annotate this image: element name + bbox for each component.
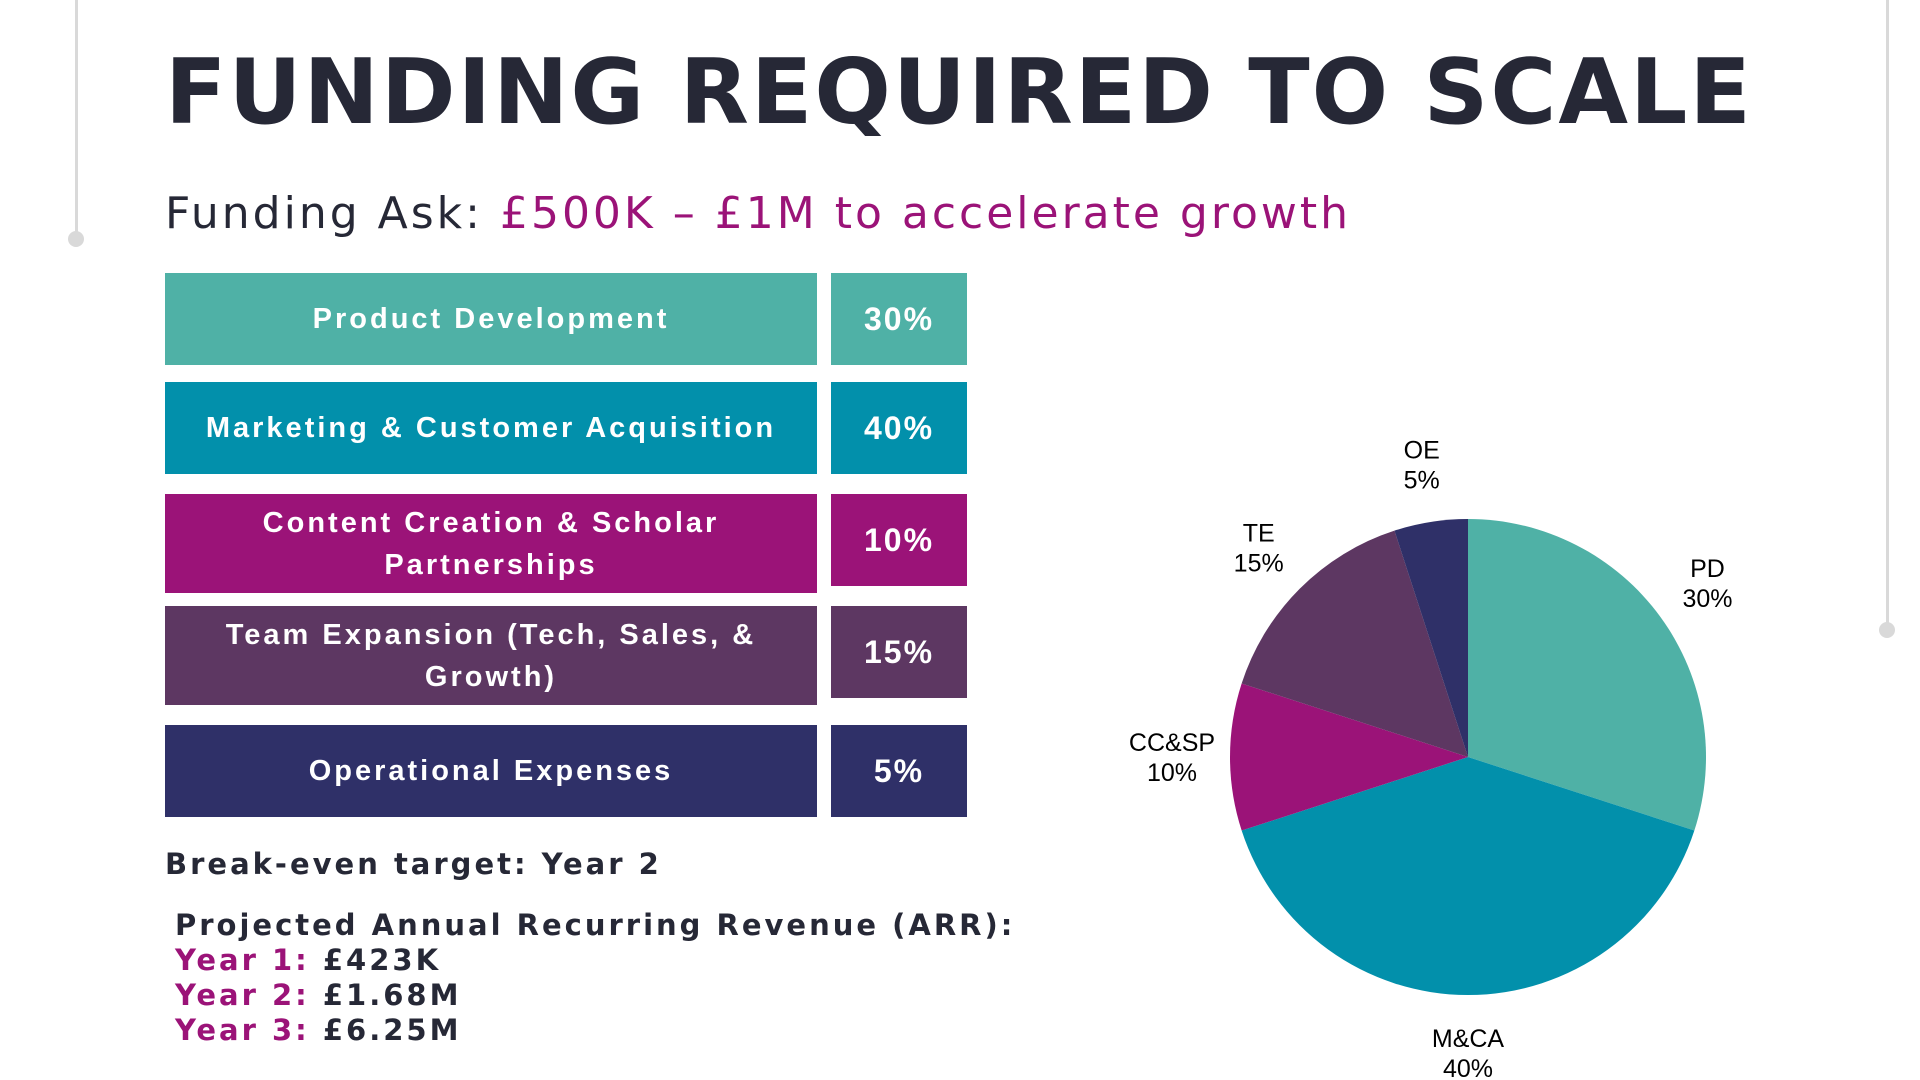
- pie-label: TE 15%: [1234, 520, 1284, 578]
- funding-ask-prefix: Funding Ask:: [165, 188, 500, 239]
- pie-category-label: TE: [1243, 520, 1275, 548]
- pie-slice-oe: [1394, 519, 1468, 757]
- pie-slice-pd: [1468, 519, 1706, 831]
- allocation-percent: 5%: [831, 725, 967, 817]
- arr-year-value: £423K: [322, 943, 442, 977]
- pie-value-label: 40%: [1443, 1055, 1493, 1080]
- funding-ask-amount: £500K – £1M to accelerate growth: [499, 188, 1352, 239]
- pie-slice-te: [1241, 530, 1468, 757]
- right-decorative-dot: [1879, 622, 1895, 638]
- left-decorative-dot: [68, 231, 84, 247]
- pie-label: OE 5%: [1404, 437, 1440, 495]
- funding-ask: Funding Ask: £500K – £1M to accelerate g…: [165, 192, 1351, 236]
- arr-year-line: Year 3: £6.25M: [175, 1013, 1015, 1048]
- pie-slice-cc-sp: [1230, 683, 1468, 831]
- left-decorative-line: [75, 0, 78, 236]
- funding-allocation-pie-chart: PD 30% M&CA 40% CC&SP 10% TE 15% OE 5%: [1129, 437, 1733, 1080]
- arr-year-label: Year 3:: [175, 1013, 310, 1047]
- arr-year-value: £6.25M: [322, 1013, 462, 1047]
- pie-value-label: 5%: [1404, 467, 1440, 495]
- allocation-percent: 40%: [831, 382, 967, 474]
- allocation-label: Team Expansion (Tech, Sales, & Growth): [165, 606, 817, 705]
- pie-label: PD 30%: [1682, 555, 1732, 613]
- pie-value-label: 15%: [1234, 550, 1284, 578]
- breakeven-target: Break-even target: Year 2: [165, 847, 662, 881]
- pie-category-label: PD: [1690, 555, 1725, 583]
- allocation-percent: 15%: [831, 606, 967, 698]
- allocation-label: Product Development: [165, 273, 817, 365]
- allocation-percent: 30%: [831, 273, 967, 365]
- allocation-label: Marketing & Customer Acquisition: [165, 382, 817, 474]
- allocation-percent: 10%: [831, 494, 967, 586]
- arr-projection: Projected Annual Recurring Revenue (ARR)…: [175, 908, 1015, 1048]
- allocation-label: Content Creation & Scholar Partnerships: [165, 494, 817, 593]
- pie-label: CC&SP 10%: [1129, 729, 1215, 787]
- pie-slice-m-ca: [1241, 757, 1695, 996]
- allocation-label: Operational Expenses: [165, 725, 817, 817]
- pie-category-label: OE: [1404, 437, 1440, 465]
- pie-category-label: CC&SP: [1129, 729, 1215, 757]
- pie-label: M&CA 40%: [1432, 1025, 1505, 1080]
- arr-year-value: £1.68M: [322, 978, 462, 1012]
- arr-heading: Projected Annual Recurring Revenue (ARR)…: [175, 908, 1016, 942]
- pie-value-label: 10%: [1147, 759, 1197, 787]
- arr-year-label: Year 1:: [175, 943, 310, 977]
- arr-year-label: Year 2:: [175, 978, 310, 1012]
- pie-category-label: M&CA: [1432, 1025, 1505, 1053]
- right-decorative-line: [1886, 0, 1889, 628]
- page-title: FUNDING REQUIRED TO SCALE: [165, 40, 1753, 145]
- pie-value-label: 30%: [1682, 585, 1732, 613]
- arr-year-line: Year 2: £1.68M: [175, 978, 1015, 1013]
- arr-year-line: Year 1: £423K: [175, 943, 1015, 978]
